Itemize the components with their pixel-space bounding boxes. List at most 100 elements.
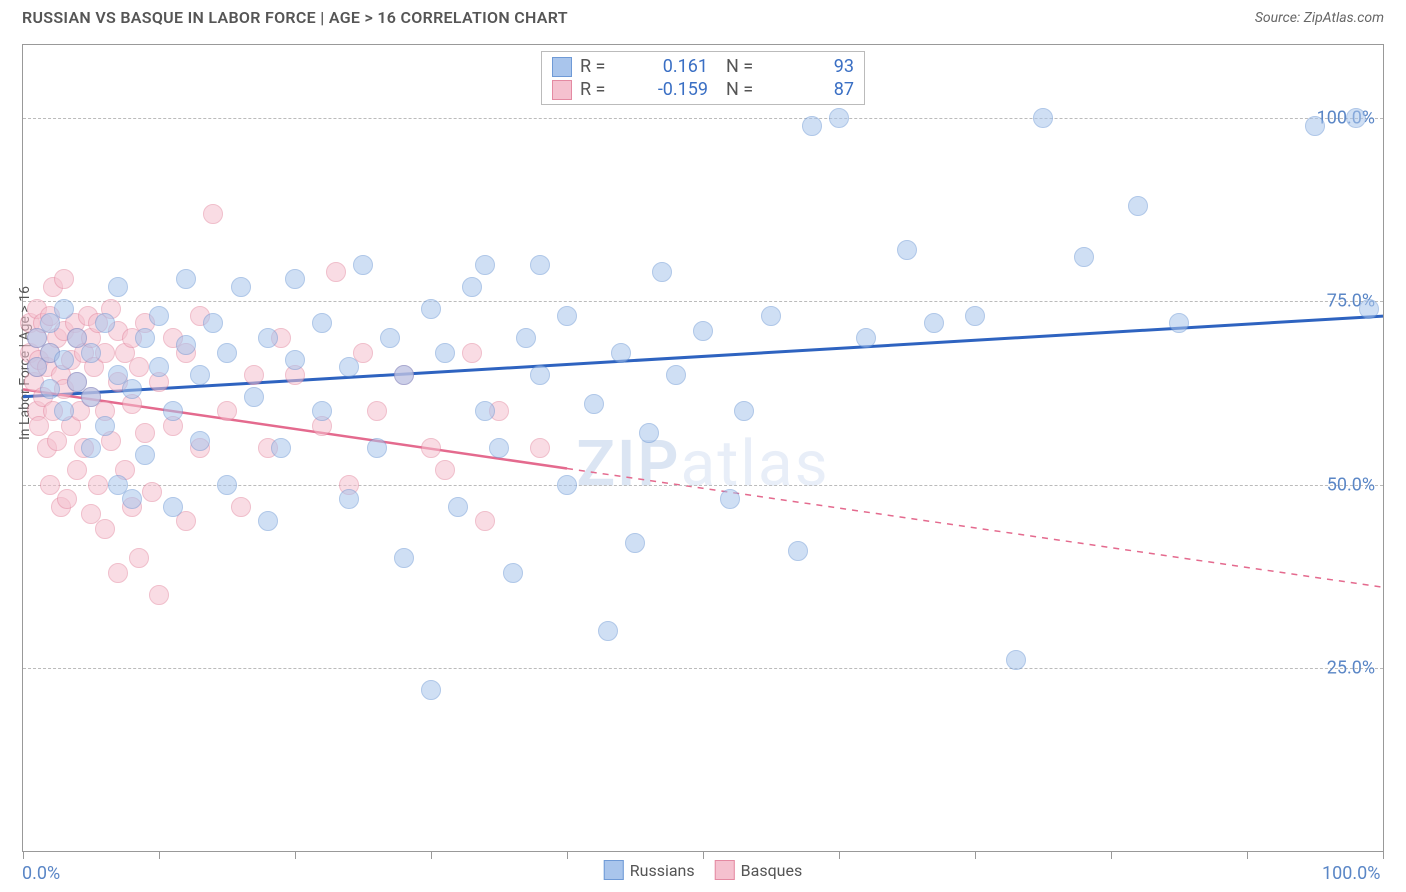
scatter-point-russians xyxy=(530,255,550,275)
scatter-point-russians xyxy=(95,313,115,333)
scatter-point-russians xyxy=(190,431,210,451)
scatter-point-russians xyxy=(271,438,291,458)
scatter-point-russians xyxy=(652,262,672,282)
scatter-point-russians xyxy=(625,533,645,553)
legend-r-label: R = xyxy=(580,56,640,77)
scatter-point-russians xyxy=(1169,313,1189,333)
scatter-point-russians xyxy=(380,328,400,348)
scatter-point-russians xyxy=(312,401,332,421)
scatter-point-russians xyxy=(924,313,944,333)
scatter-point-russians xyxy=(788,541,808,561)
legend-bottom-item-basques: Basques xyxy=(715,860,803,880)
scatter-point-russians xyxy=(557,306,577,326)
scatter-point-basques xyxy=(244,365,264,385)
scatter-point-basques xyxy=(231,497,251,517)
scatter-point-basques xyxy=(129,357,149,377)
scatter-point-russians xyxy=(176,335,196,355)
scatter-point-basques xyxy=(54,269,74,289)
scatter-point-basques xyxy=(475,511,495,531)
x-tick xyxy=(703,851,704,859)
x-tick xyxy=(1111,851,1112,859)
scatter-point-russians xyxy=(475,401,495,421)
x-tick xyxy=(295,851,296,859)
scatter-point-russians xyxy=(598,621,618,641)
scatter-point-russians xyxy=(122,379,142,399)
scatter-point-russians xyxy=(1033,108,1053,128)
x-axis-label-right: 100.0% xyxy=(1322,863,1380,884)
scatter-point-russians xyxy=(108,277,128,297)
scatter-point-basques xyxy=(108,563,128,583)
scatter-point-russians xyxy=(462,277,482,297)
scatter-point-russians xyxy=(448,497,468,517)
scatter-point-russians xyxy=(761,306,781,326)
legend-n-value: 93 xyxy=(794,56,854,77)
legend-top: R = 0.161 N = 93R = -0.159 N = 87 xyxy=(541,51,865,105)
scatter-point-russians xyxy=(217,475,237,495)
scatter-point-basques xyxy=(203,204,223,224)
x-tick xyxy=(567,851,568,859)
scatter-point-russians xyxy=(312,313,332,333)
scatter-point-russians xyxy=(244,387,264,407)
scatter-point-russians xyxy=(530,365,550,385)
scatter-point-russians xyxy=(394,548,414,568)
scatter-point-basques xyxy=(435,460,455,480)
scatter-point-russians xyxy=(163,401,183,421)
x-tick xyxy=(431,851,432,859)
scatter-point-basques xyxy=(142,482,162,502)
scatter-point-russians xyxy=(611,343,631,363)
legend-n-value: 87 xyxy=(794,79,854,100)
legend-n-label: N = xyxy=(726,56,786,77)
scatter-point-russians xyxy=(258,328,278,348)
legend-series-label: Russians xyxy=(630,861,695,880)
watermark: ZIPatlas xyxy=(576,427,829,502)
grid-line xyxy=(23,301,1383,302)
scatter-point-basques xyxy=(217,401,237,421)
legend-bottom-item-russians: Russians xyxy=(604,860,695,880)
scatter-point-russians xyxy=(81,387,101,407)
scatter-point-russians xyxy=(435,343,455,363)
watermark-bold: ZIP xyxy=(576,427,680,502)
watermark-light: atlas xyxy=(681,427,830,502)
legend-top-row-russians: R = 0.161 N = 93 xyxy=(552,56,854,77)
scatter-point-russians xyxy=(1074,247,1094,267)
scatter-point-basques xyxy=(129,548,149,568)
x-tick xyxy=(23,851,24,859)
legend-swatch-basques xyxy=(552,80,572,100)
legend-r-value: 0.161 xyxy=(648,56,708,77)
y-tick-label: 50.0% xyxy=(1327,474,1375,495)
legend-bottom: Russians Basques xyxy=(604,860,802,880)
chart-area: In Labor Force | Age > 16 ZIPatlas 25.0%… xyxy=(22,44,1384,852)
legend-swatch-basques xyxy=(715,860,735,880)
legend-swatch-russians xyxy=(604,860,624,880)
scatter-point-basques xyxy=(326,262,346,282)
scatter-point-russians xyxy=(421,299,441,319)
scatter-point-basques xyxy=(149,585,169,605)
scatter-point-basques xyxy=(88,475,108,495)
scatter-point-basques xyxy=(40,475,60,495)
scatter-point-russians xyxy=(190,365,210,385)
scatter-point-russians xyxy=(353,255,373,275)
scatter-point-russians xyxy=(639,423,659,443)
trend-line xyxy=(567,469,1383,588)
scatter-point-russians xyxy=(666,365,686,385)
scatter-point-russians xyxy=(489,438,509,458)
scatter-point-russians xyxy=(856,328,876,348)
x-tick xyxy=(1247,851,1248,859)
scatter-point-basques xyxy=(530,438,550,458)
scatter-point-russians xyxy=(285,269,305,289)
scatter-point-basques xyxy=(135,423,155,443)
scatter-point-russians xyxy=(516,328,536,348)
legend-swatch-russians xyxy=(552,57,572,77)
scatter-point-russians xyxy=(339,357,359,377)
x-tick xyxy=(839,851,840,859)
x-tick xyxy=(159,851,160,859)
scatter-point-basques xyxy=(57,489,77,509)
scatter-point-russians xyxy=(40,379,60,399)
legend-r-value: -0.159 xyxy=(648,79,708,100)
x-axis-label-left: 0.0% xyxy=(22,863,60,884)
scatter-point-basques xyxy=(67,460,87,480)
grid-line xyxy=(23,118,1383,119)
scatter-point-russians xyxy=(421,680,441,700)
scatter-point-russians xyxy=(367,438,387,458)
scatter-point-russians xyxy=(339,489,359,509)
